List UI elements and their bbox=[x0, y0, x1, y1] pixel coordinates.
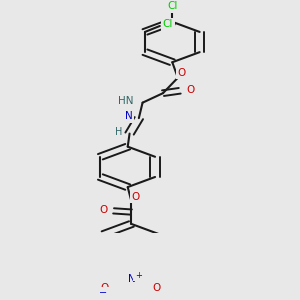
Text: Cl: Cl bbox=[167, 2, 178, 11]
Text: O: O bbox=[131, 192, 139, 202]
Text: N: N bbox=[128, 274, 135, 284]
Text: O: O bbox=[153, 283, 161, 293]
Text: H: H bbox=[116, 127, 123, 137]
Text: O: O bbox=[178, 68, 186, 78]
Text: N: N bbox=[124, 111, 132, 121]
Text: −: − bbox=[99, 288, 107, 298]
Text: HN: HN bbox=[118, 97, 133, 106]
Text: O: O bbox=[99, 205, 108, 215]
Text: +: + bbox=[135, 271, 142, 280]
Text: O: O bbox=[100, 283, 109, 293]
Text: O: O bbox=[187, 85, 195, 94]
Text: Cl: Cl bbox=[163, 19, 173, 29]
